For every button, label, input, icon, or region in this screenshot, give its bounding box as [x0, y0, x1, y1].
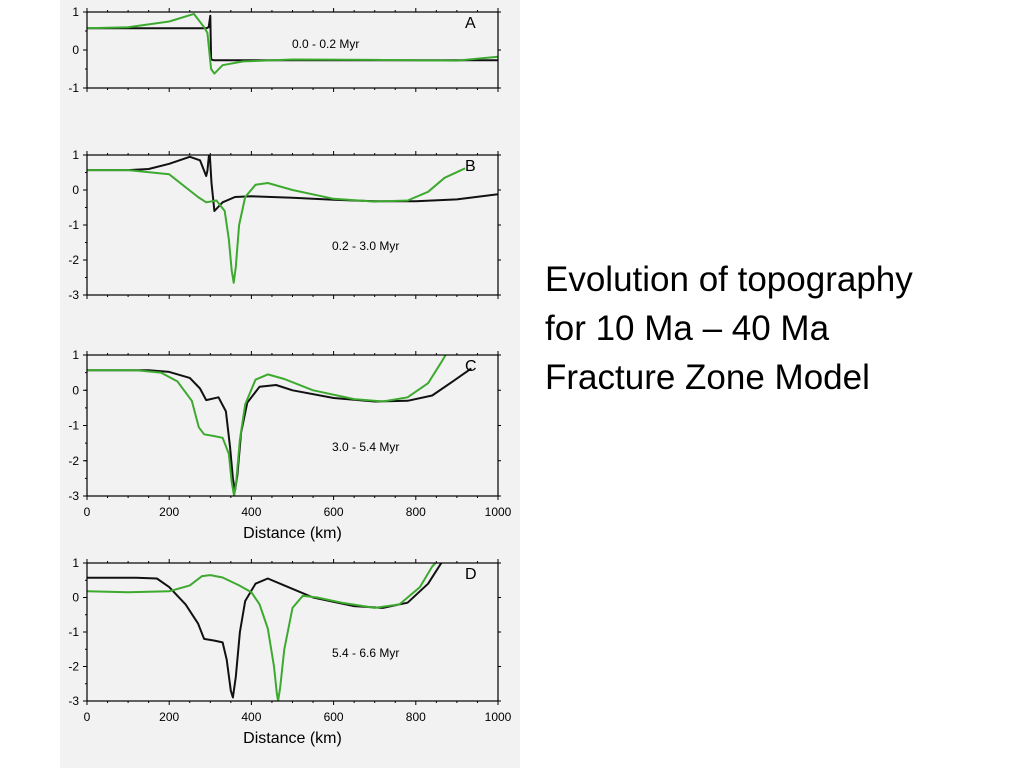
panel-c-xtick-label: 600 [324, 505, 344, 519]
panel-c-xtick-label: 800 [406, 505, 426, 519]
panel-d-xtick-label: 0 [84, 710, 91, 724]
panel-d-xtick-label: 800 [406, 710, 426, 724]
panel-a-ytick-label: 1 [72, 5, 79, 19]
panel-d-frame [86, 562, 499, 702]
panel-c-ytick-label: -1 [68, 419, 79, 433]
panel-b-frame [86, 154, 499, 296]
panel-a-time-annotation: 0.0 - 0.2 Myr [292, 37, 359, 51]
panel-a: 1 0 -1 A 0.0 - 0.2 Myr [68, 5, 501, 95]
panel-c-letter: C [465, 358, 477, 375]
panel-b-time-annotation: 0.2 - 3.0 Myr [332, 239, 399, 253]
panel-a-series-green-line [87, 12, 498, 75]
panel-b-series-black-line [87, 155, 498, 212]
panel-d: 1 0 -1 -2 -3 0 200 400 600 800 1000 Distance (km) D 5… [68, 556, 511, 747]
panel-a-ytick-label: -1 [68, 81, 79, 95]
panel-d-series-black-line [87, 563, 443, 699]
panel-c: 1 0 -1 -2 -3 0 200 400 600 800 1000 Distance (km) C 3… [68, 348, 511, 542]
panel-b-series-green-line [87, 167, 466, 284]
panel-c-ytick-label: 0 [72, 383, 79, 397]
panel-d-xtick-label: 600 [324, 710, 344, 724]
panel-c-frame [86, 354, 499, 497]
panel-d-xtick-label: 200 [159, 710, 179, 724]
panel-c-xtick-label: 200 [159, 505, 179, 519]
panel-c-ytick-label: 1 [72, 348, 79, 362]
panel-d-ytick-label: -1 [68, 625, 79, 639]
slide-title: Evolution of topography for 10 Ma – 40 M… [545, 255, 1005, 402]
panel-d-xtick-label: 1000 [485, 710, 512, 724]
title-line-2: for 10 Ma – 40 Ma [545, 309, 830, 348]
panel-b: 1 0 -1 -2 -3 B 0.2 - 3.0 Myr [68, 148, 501, 302]
panel-d-ytick-label: 0 [72, 591, 79, 605]
panel-a-letter: A [465, 15, 476, 32]
panel-b-ytick-label: -1 [68, 218, 79, 232]
panel-c-series-green-line [87, 355, 447, 496]
panel-c-xaxis-label: Distance (km) [243, 525, 342, 542]
panel-d-ytick-label: -2 [68, 660, 79, 674]
panel-c-xtick-label: 400 [241, 505, 261, 519]
panel-d-series-green-line [87, 563, 437, 701]
panel-b-ytick-label: -3 [68, 288, 79, 302]
topography-figure: 1 0 -1 A 0.0 - 0.2 Myr 1 0 -1 -2 -3 B 0.2 - 3.0 Myr… [68, 5, 511, 747]
panel-d-time-annotation: 5.4 - 6.6 Myr [332, 646, 399, 660]
title-line-1: Evolution of topography [545, 260, 913, 299]
panel-c-xtick-label: 1000 [485, 505, 512, 519]
panel-d-xaxis-label: Distance (km) [243, 730, 342, 747]
panel-d-ytick-label: 1 [72, 556, 79, 570]
figure-panel: 1 0 -1 A 0.0 - 0.2 Myr 1 0 -1 -2 -3 B 0.2 - 3.0 Myr… [60, 0, 520, 768]
panel-c-ytick-label: -3 [68, 489, 79, 503]
panel-d-letter: D [465, 566, 477, 583]
panel-b-ytick-label: -2 [68, 253, 79, 267]
panel-c-ytick-label: -2 [68, 454, 79, 468]
panel-b-ytick-label: 1 [72, 148, 79, 162]
panel-b-ytick-label: 0 [72, 183, 79, 197]
panel-a-ytick-label: 0 [72, 43, 79, 57]
title-line-3: Fracture Zone Model [545, 358, 870, 397]
panel-d-ytick-label: -3 [68, 694, 79, 708]
panel-c-xtick-label: 0 [84, 505, 91, 519]
panel-d-xtick-label: 400 [241, 710, 261, 724]
panel-b-letter: B [465, 158, 476, 175]
panel-c-series-black-line [87, 367, 472, 492]
panel-c-time-annotation: 3.0 - 5.4 Myr [332, 440, 399, 454]
